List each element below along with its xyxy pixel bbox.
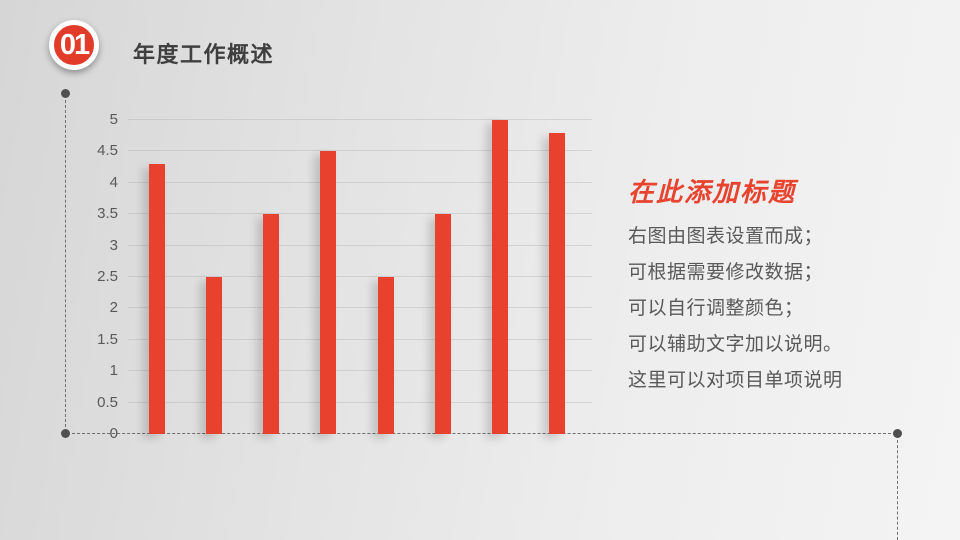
decor-dashed-line-left (65, 100, 66, 427)
panel-body-line: 右图由图表设置而成； (628, 226, 824, 247)
bar (492, 120, 509, 434)
chart-bars (128, 120, 586, 434)
bar (434, 214, 451, 434)
gridline (128, 370, 592, 372)
panel-body-line: 这里可以对项目单项说明 (628, 370, 843, 391)
y-tick-label: 3.5 (97, 205, 118, 223)
y-tick-label: 0.5 (97, 393, 118, 411)
section-number: 01 (59, 28, 90, 61)
y-tick-label: 2.5 (97, 268, 118, 285)
y-tick-label: 3 (109, 236, 118, 254)
y-tick-label: 5 (109, 111, 118, 128)
gridline (128, 401, 592, 403)
bar (320, 151, 337, 434)
gridline (128, 338, 592, 340)
bar (148, 163, 165, 434)
decor-dashed-line-bottom (72, 433, 891, 434)
bar-chart (128, 119, 592, 434)
panel-body-line: 可以自行调整颜色； (628, 298, 804, 319)
decor-dot-top (61, 89, 70, 98)
gridline (128, 213, 592, 215)
y-tick-label: 2 (109, 299, 118, 317)
gridline (128, 181, 592, 183)
gridline (128, 276, 592, 277)
gridline (128, 307, 592, 309)
y-tick-label: 1 (109, 362, 118, 380)
panel-body-line: 可以辅助文字加以说明。 (628, 334, 843, 355)
bar (205, 277, 222, 434)
y-tick-label: 4 (109, 173, 118, 191)
decor-dashed-line-right (897, 440, 898, 540)
section-number-badge: 01 (49, 20, 99, 70)
decor-dot-bottom-left (61, 429, 70, 438)
gridline (128, 150, 592, 152)
chart-y-axis: 5 4.5 4 3.5 3 2.5 2 1.5 1 0.5 0 (70, 111, 118, 442)
bar (263, 214, 280, 434)
panel-heading: 在此添加标题 (628, 177, 797, 207)
decor-dot-bottom-right (893, 429, 902, 438)
bar (549, 132, 566, 434)
text-panel: 在此添加标题 右图由图表设置而成； 可根据需要修改数据； 可以自行调整颜色； 可… (628, 178, 938, 399)
page-title: 年度工作概述 (133, 42, 275, 67)
y-tick-label: 1.5 (97, 330, 118, 348)
y-tick-label: 4.5 (97, 142, 118, 160)
y-tick-label: 0 (109, 425, 118, 442)
panel-body-line: 可根据需要修改数据； (628, 262, 824, 283)
gridline (128, 119, 592, 120)
bar (377, 277, 394, 434)
gridline (128, 244, 592, 246)
